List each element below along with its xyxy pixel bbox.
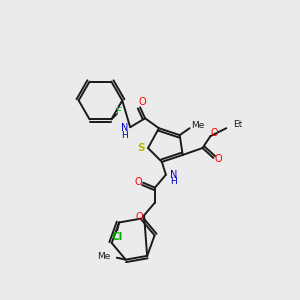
- Text: Me: Me: [98, 252, 111, 261]
- Text: H: H: [170, 177, 177, 186]
- Text: O: O: [211, 128, 218, 138]
- Text: N: N: [170, 170, 178, 180]
- Text: N: N: [121, 123, 128, 133]
- Text: O: O: [214, 154, 222, 164]
- Text: Me: Me: [191, 121, 204, 130]
- Text: Et: Et: [234, 120, 243, 129]
- Text: S: S: [137, 143, 145, 153]
- Text: O: O: [138, 98, 146, 107]
- Text: F: F: [116, 107, 122, 117]
- Text: H: H: [121, 130, 128, 140]
- Text: O: O: [135, 212, 143, 222]
- Text: Cl: Cl: [112, 232, 123, 242]
- Text: O: O: [134, 177, 142, 187]
